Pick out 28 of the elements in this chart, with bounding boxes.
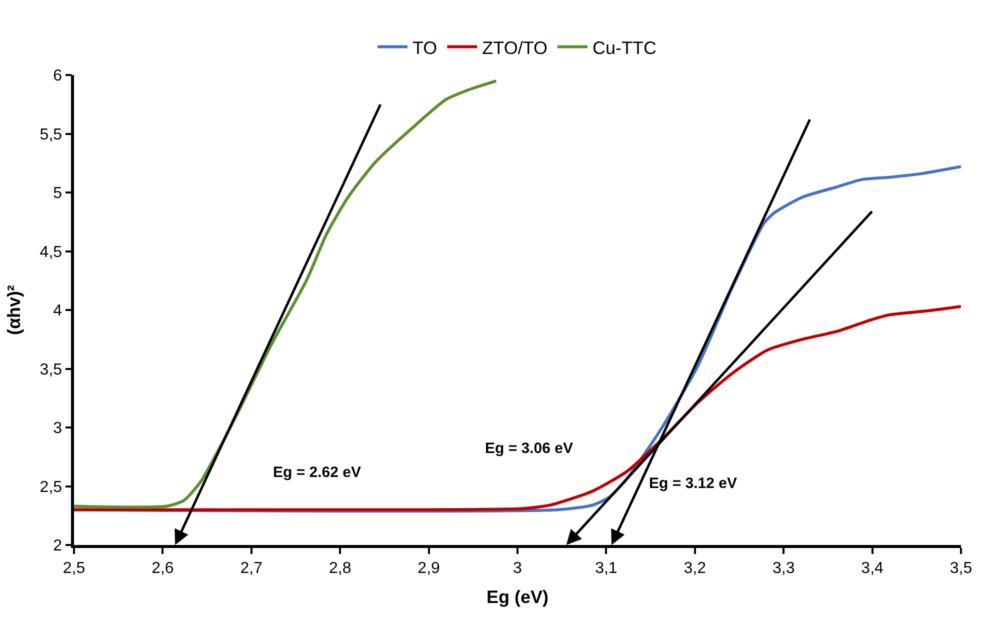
y-tick-label: 4 [53,302,62,320]
y-tick-label: 2 [53,538,62,555]
y-tick-label: 3 [53,420,62,438]
x-tick-label: 2,9 [418,560,440,577]
legend-label: Cu-TTC [592,38,657,58]
x-tick-label: 3,5 [950,560,972,577]
x-tick-label: 3,1 [595,560,618,577]
x-tick-label: 3,3 [772,560,795,577]
line-series [74,304,961,512]
y-tick-label: 5,5 [40,126,62,144]
x-tick-label: 3 [513,560,522,577]
x-tick-label: 2,8 [328,560,352,577]
x-tick-label: 2,7 [240,560,263,577]
y-axis-title: (αhv)² [4,284,24,336]
annotation: Eg = 3.12 eV [649,475,737,492]
legend-label: ZTO/TO [482,38,548,58]
y-tick-label: 5 [53,185,62,202]
y-tick-label: 2,5 [40,478,62,496]
legend-label: TO [412,38,438,58]
y-tick-label: 4,5 [40,244,62,261]
y-tick-label: 3,5 [40,361,62,378]
x-tick-label: 3,2 [684,560,706,577]
annotation: Eg = 3.06 eV [485,440,573,457]
y-tick-label: 6 [53,68,62,85]
x-tick-label: 3,4 [861,560,884,577]
x-tick-label: 2,6 [152,560,174,577]
x-axis-title: Eg (eV) [486,587,549,608]
annotation: Eg = 2.62 eV [273,464,361,481]
